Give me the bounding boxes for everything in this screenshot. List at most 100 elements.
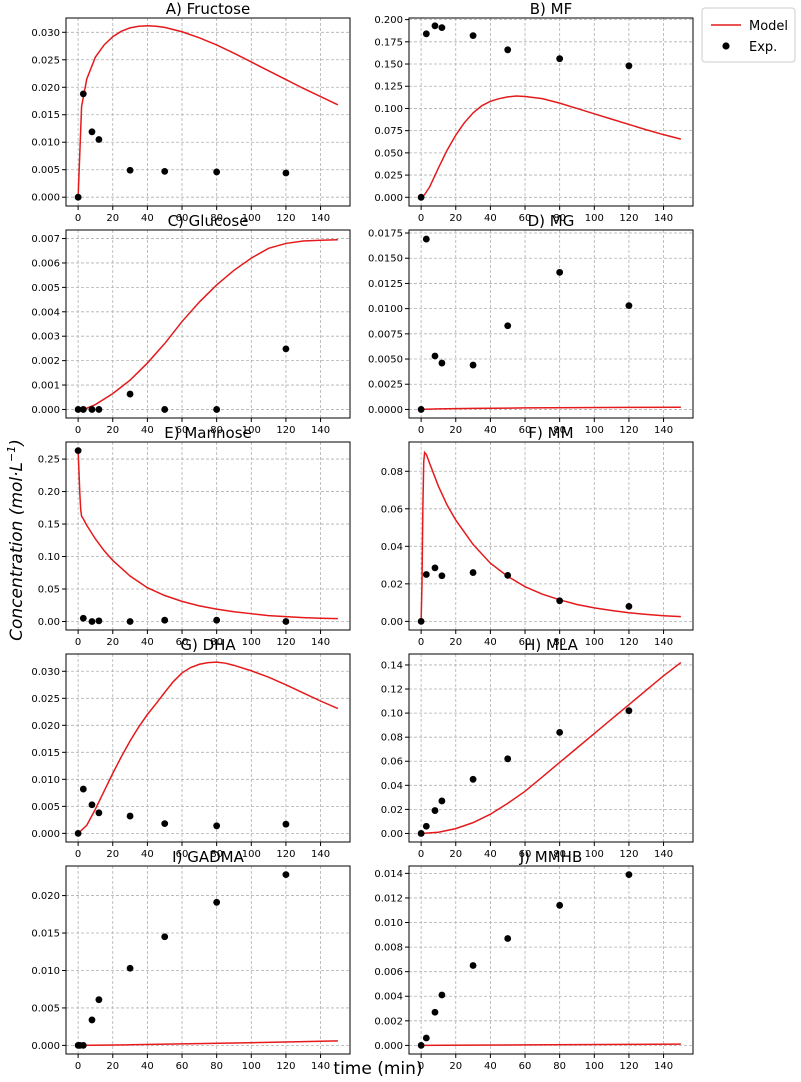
exp-point-6-2 xyxy=(88,801,96,809)
x-tick-label-3-6: 120 xyxy=(619,425,638,436)
exp-point-4-4 xyxy=(126,618,134,625)
y-tick-label-2-1: 0.001 xyxy=(31,381,60,392)
y-tick-label-0-6: 0.030 xyxy=(31,28,60,39)
y-tick-label-6-3: 0.015 xyxy=(31,748,60,759)
exp-point-6-0 xyxy=(74,829,82,837)
model-line-9 xyxy=(421,1043,681,1047)
exp-point-6-6 xyxy=(213,822,221,830)
legend-model-label: Model xyxy=(749,19,788,34)
chart-panel-5: 0 20 40 60 80 100 120 140 0.00 0.02 0.04 0.06 0.08 F)… xyxy=(381,424,694,648)
exp-point-5-7 xyxy=(625,602,633,610)
model-line-2 xyxy=(78,239,338,411)
x-tick-label-6-5: 100 xyxy=(242,849,261,860)
chart-title-5: F) MM xyxy=(528,424,573,442)
exp-point-3-1 xyxy=(422,235,430,243)
chart-title-6: G) DHA xyxy=(180,636,236,654)
x-tick-label-9-0: 0 xyxy=(418,1061,424,1072)
y-tick-label-2-3: 0.003 xyxy=(31,332,60,343)
panels: 0 20 40 60 80 100 120 1400.0000.0050.0100.0150.… xyxy=(31,0,694,1072)
y-tick-label-7-7: 0.14 xyxy=(381,660,403,671)
x-tick-label-2-5: 100 xyxy=(242,425,261,436)
x-tick-label-6-2: 40 xyxy=(141,849,154,860)
exp-point-0-3 xyxy=(95,136,103,143)
y-tick-label-4-5: 0.25 xyxy=(38,455,60,466)
x-tick-label-7-2: 40 xyxy=(484,849,497,860)
legend: Model Exp. xyxy=(701,7,796,63)
x-tick-label-1-5: 100 xyxy=(585,213,604,224)
x-tick-label-3-2: 40 xyxy=(484,425,497,436)
exp-point-7-5 xyxy=(504,755,512,763)
x-tick-label-3-0: 0 xyxy=(418,425,424,436)
x-tick-label-2-1: 20 xyxy=(106,425,119,436)
y-tick-label-9-6: 0.012 xyxy=(374,893,403,904)
y-tick-label-4-2: 0.10 xyxy=(38,552,60,563)
y-tick-label-7-2: 0.04 xyxy=(381,781,403,792)
exp-point-1-2 xyxy=(431,22,439,30)
y-tick-label-2-5: 0.005 xyxy=(31,283,60,294)
y-tick-label-0-5: 0.025 xyxy=(31,55,60,66)
x-tick-label-8-4: 80 xyxy=(210,1061,223,1072)
plot-frame-2 xyxy=(65,229,351,419)
model-line-8 xyxy=(78,1040,338,1047)
y-tick-label-5-4: 0.08 xyxy=(381,467,403,478)
exp-point-1-5 xyxy=(504,46,512,54)
legend-exp-label: Exp. xyxy=(749,40,777,55)
y-tick-label-3-0: 0.0000 xyxy=(368,405,403,416)
exp-point-3-4 xyxy=(469,361,477,369)
y-tick-label-1-4: 0.100 xyxy=(374,104,403,115)
x-tick-label-9-2: 40 xyxy=(484,1061,497,1072)
y-tick-label-9-7: 0.014 xyxy=(374,869,403,880)
x-tick-label-8-1: 20 xyxy=(106,1061,119,1072)
exp-point-0-7 xyxy=(282,169,290,177)
exp-point-5-4 xyxy=(469,569,477,576)
exp-point-8-7 xyxy=(213,898,221,906)
exp-point-9-0 xyxy=(417,1041,425,1049)
chart-panel-4: 0 20 40 60 80 100 120 140 0.00 0.05 0.10 0.15 0.20 0.… xyxy=(38,424,351,648)
y-tick-label-5-2: 0.04 xyxy=(381,542,403,553)
x-tick-label-5-6: 120 xyxy=(619,637,638,648)
exp-point-8-2 xyxy=(79,1041,87,1049)
y-tick-label-3-6: 0.0150 xyxy=(368,254,403,265)
exp-point-8-4 xyxy=(95,996,103,1004)
exp-point-3-0 xyxy=(417,406,425,413)
exp-point-9-6 xyxy=(556,901,564,909)
x-tick-label-0-2: 40 xyxy=(141,213,154,224)
x-axis-label: time (min) xyxy=(333,1059,422,1079)
exp-point-8-8 xyxy=(282,871,290,879)
model-line-4 xyxy=(77,450,338,620)
y-tick-label-7-1: 0.02 xyxy=(381,805,403,816)
exp-point-9-1 xyxy=(422,1034,430,1042)
y-tick-label-1-6: 0.150 xyxy=(374,60,403,71)
x-tick-label-0-6: 120 xyxy=(276,213,295,224)
exp-point-4-5 xyxy=(161,616,169,624)
chart-panel-1: 0 20 40 60 80 100 120 140 0.000 0.025 0.050 0.075 0.… xyxy=(374,0,694,224)
x-tick-label-0-0: 0 xyxy=(75,213,81,224)
y-tick-label-6-0: 0.000 xyxy=(31,829,60,840)
plot-frame-3 xyxy=(408,229,694,419)
exp-point-2-2 xyxy=(88,406,96,413)
x-tick-label-5-0: 0 xyxy=(418,637,424,648)
exp-point-2-4 xyxy=(126,390,134,398)
x-tick-label-9-7: 140 xyxy=(654,1061,673,1072)
x-tick-label-8-0: 0 xyxy=(75,1061,81,1072)
plot-frame-9 xyxy=(408,865,694,1055)
y-tick-label-7-4: 0.08 xyxy=(381,733,403,744)
y-tick-label-1-5: 0.125 xyxy=(374,82,403,93)
exp-point-7-0 xyxy=(417,830,425,837)
x-tick-label-6-1: 20 xyxy=(106,849,119,860)
exp-point-5-0 xyxy=(417,617,425,625)
exp-point-1-4 xyxy=(469,32,477,39)
x-tick-label-8-7: 140 xyxy=(311,1061,330,1072)
y-tick-label-0-0: 0.000 xyxy=(31,193,60,204)
x-tick-label-8-5: 100 xyxy=(242,1061,261,1072)
model-line-1 xyxy=(420,95,682,198)
x-tick-label-9-3: 60 xyxy=(519,1061,532,1072)
chart-title-4: E) Mannose xyxy=(164,424,251,442)
x-tick-label-1-6: 120 xyxy=(619,213,638,224)
x-tick-label-1-1: 20 xyxy=(449,213,462,224)
y-tick-label-4-0: 0.00 xyxy=(38,617,60,628)
exp-point-9-7 xyxy=(625,871,633,879)
exp-point-3-5 xyxy=(504,322,512,330)
exp-point-0-0 xyxy=(74,193,82,201)
